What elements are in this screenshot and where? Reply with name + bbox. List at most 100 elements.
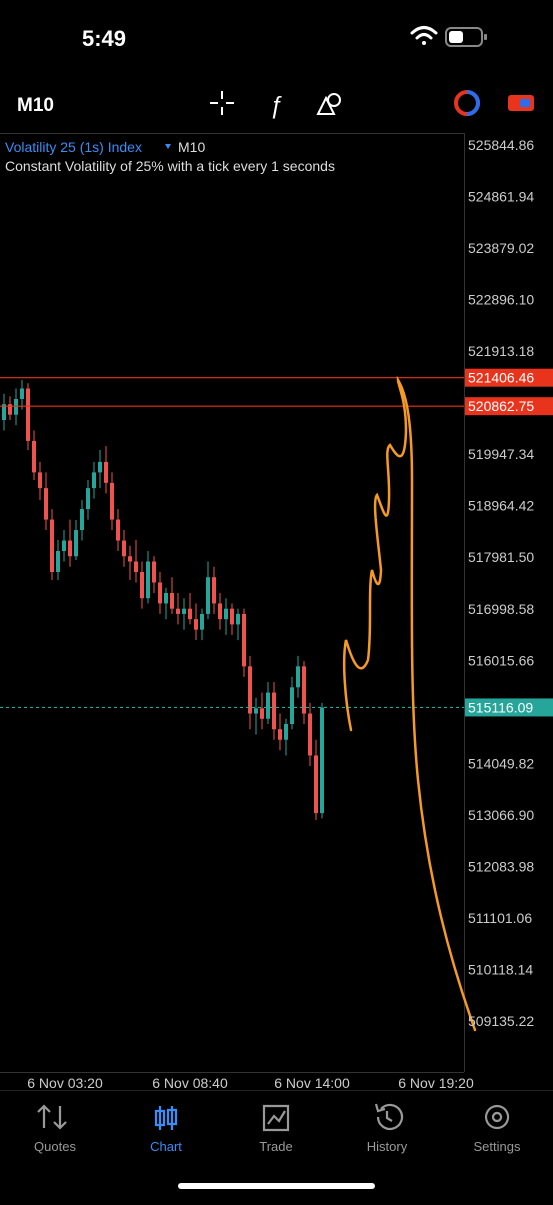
objects-button[interactable] [316,93,341,115]
candle-body [194,619,198,630]
candle-body [296,666,300,688]
drawn-annotation [342,375,477,1032]
tab-bar: Quotes Chart Trade History Settings [34,1103,521,1154]
candle-body [182,608,186,614]
crosshair-button[interactable] [210,91,234,115]
candle-body [116,519,120,541]
indicators-button[interactable]: ƒ [269,92,282,119]
candle-body [212,577,216,604]
candle-body [314,755,318,814]
y-tick-label: 509135.22 [468,1013,534,1029]
plot-area [0,377,464,821]
candle-body [158,582,162,604]
candle-body [62,540,66,552]
candle-body [302,666,306,714]
tab-label[interactable]: Trade [259,1139,292,1154]
y-tick-label: 517981.50 [468,549,534,565]
symbol-dropdown[interactable] [165,144,171,149]
y-tick-label: 523879.02 [468,240,534,256]
candle-body [56,551,60,572]
y-tick-label: 522896.10 [468,292,534,308]
candle-body [176,608,180,614]
y-tick-label: 524861.94 [468,189,534,205]
candle-body [80,509,84,531]
candle-body [50,519,54,572]
home-indicator [178,1183,375,1189]
symbol-description: Constant Volatility of 25% with a tick e… [5,158,335,174]
x-tick-label: 6 Nov 19:20 [398,1075,474,1091]
candle-body [26,388,30,441]
candle-body [104,461,108,483]
candle-body [308,713,312,756]
candle-body [140,571,144,599]
candle-body [200,613,204,630]
price-label: 520862.75 [468,398,534,414]
y-tick-label: 510118.14 [468,961,533,977]
price-label-bg [465,397,553,416]
candle-body [230,608,234,625]
tab-icon[interactable] [374,1103,404,1131]
symbol-name[interactable]: Volatility 25 (1s) Index [5,139,142,155]
price-label-bg [465,698,553,717]
candle-body [38,472,42,489]
candle-body [32,440,36,473]
candle-body [236,613,240,625]
price-label-bg [465,368,553,387]
candle-body [68,540,72,557]
trade-toggle[interactable] [454,90,480,116]
candle-body [248,666,252,714]
candle-body [320,707,324,814]
candle-body [266,692,270,719]
one-click-toggle[interactable] [508,95,534,111]
candle-body [224,608,228,620]
timeframe-button[interactable]: M10 [17,95,54,116]
candle-body [146,561,150,599]
candle-body [20,388,24,399]
y-tick-label: 513066.90 [468,807,534,823]
tab-label[interactable]: Settings [474,1139,521,1154]
tab-label[interactable]: History [367,1139,408,1154]
candle-body [164,592,168,604]
y-tick-label: 514049.82 [468,755,534,771]
candle-body [272,692,276,730]
candle-body [284,724,288,740]
tab-label[interactable]: Chart [150,1139,182,1154]
candle-body [188,608,192,620]
candle-body [2,404,6,421]
chart-frame [0,133,465,1073]
y-tick-label: 512083.98 [468,858,534,874]
y-tick-label: 518964.42 [468,498,534,514]
candle-body [260,708,264,719]
candle-body [290,687,294,725]
chart-timeframe: M10 [178,139,205,155]
price-label: 515116.09 [468,699,533,715]
tab-icon[interactable] [484,1104,510,1130]
y-tick-label: 516998.58 [468,601,534,617]
tab-icon[interactable] [154,1106,178,1130]
tab-icon[interactable] [37,1104,67,1130]
x-tick-label: 6 Nov 14:00 [274,1075,350,1091]
x-tick-label: 6 Nov 08:40 [152,1075,228,1091]
candle-body [122,540,126,557]
candle-body [14,398,18,415]
candle-body [218,603,222,620]
candle-body [74,530,78,557]
candle-body [170,592,174,609]
candle-body [92,472,96,489]
y-tick-label: 511101.06 [468,910,532,926]
wifi-icon [410,26,438,45]
battery-icon [445,27,487,47]
candle-body [242,613,246,667]
candle-body [152,561,156,583]
tab-label[interactable]: Quotes [34,1139,76,1154]
candle-body [98,461,102,473]
tab-icon[interactable] [262,1104,290,1132]
y-tick-label: 521913.18 [468,343,534,359]
candle-body [134,561,138,572]
status-time: 5:49 [82,26,126,51]
candle-body [86,488,90,510]
candle-body [278,729,282,740]
x-tick-label: 6 Nov 03:20 [27,1075,103,1091]
